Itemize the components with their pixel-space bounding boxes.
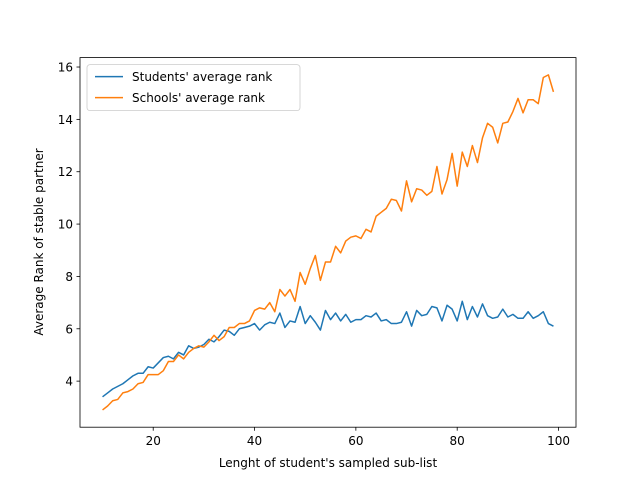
x-tick-label: 80	[450, 434, 465, 448]
x-axis-label: Lenght of student's sampled sub-list	[219, 456, 438, 470]
x-tick-label: 60	[348, 434, 363, 448]
y-axis-label: Average Rank of stable partner	[32, 148, 46, 335]
x-tick-label: 40	[247, 434, 262, 448]
y-tick-label: 16	[58, 61, 73, 75]
x-tick-label: 20	[146, 434, 161, 448]
y-tick-label: 14	[58, 113, 73, 127]
y-tick-label: 4	[65, 375, 73, 389]
y-tick-label: 10	[58, 218, 73, 232]
y-tick-label: 8	[65, 270, 73, 284]
x-tick-label: 100	[547, 434, 570, 448]
y-tick-label: 12	[58, 165, 73, 179]
legend-box	[86, 64, 301, 111]
y-tick-label: 6	[65, 322, 73, 336]
legend-label: Students' average rank	[132, 70, 272, 84]
line-series	[102, 74, 555, 411]
legend-label: Schools' average rank	[132, 91, 265, 105]
line-series	[102, 300, 554, 398]
plot-frame	[79, 57, 577, 428]
